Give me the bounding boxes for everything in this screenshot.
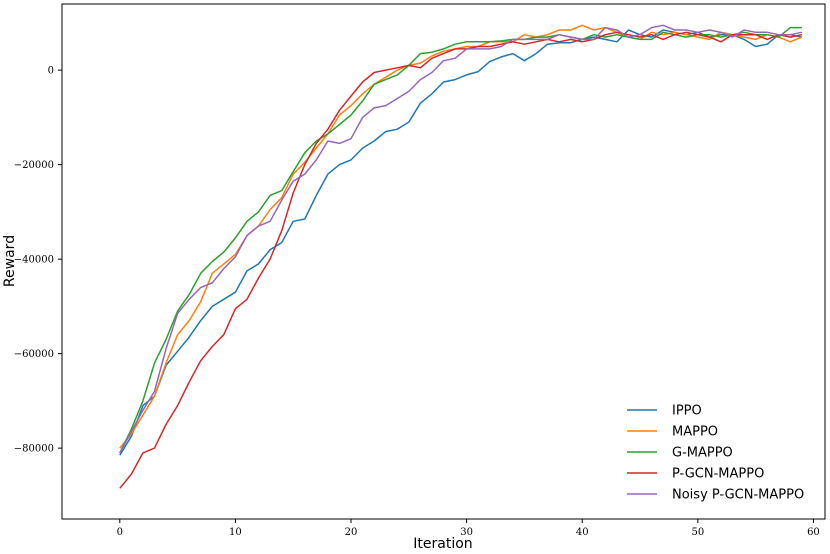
legend-label-g-mappo: G-MAPPO	[672, 446, 733, 461]
y-axis-ticks: −80000 −60000 −40000 −20000 0	[14, 66, 62, 455]
y-tick-label: −60000	[14, 349, 54, 360]
series-line-ippo	[119, 29, 803, 456]
y-tick-label: 0	[48, 66, 54, 77]
series-line-p-gcn-mappo	[119, 31, 803, 489]
x-axis-title: Iteration	[413, 536, 472, 552]
x-tick-label: 40	[576, 527, 589, 538]
legend-label-mappo: MAPPO	[672, 425, 718, 440]
x-tick-label: 10	[229, 527, 242, 538]
legend: IPPO MAPPO G-MAPPO P-GCN-MAPPO Noisy P-GCN-M…	[627, 404, 804, 503]
legend-label-noisy-p-gcn-mappo: Noisy P-GCN-MAPPO	[672, 488, 804, 503]
y-tick-label: −80000	[14, 444, 54, 455]
x-tick-label: 50	[691, 527, 704, 538]
y-tick-label: −40000	[14, 255, 54, 266]
x-axis-ticks: 0 10 20 30 40 50 60	[117, 519, 820, 538]
y-axis-title: Reward	[2, 235, 18, 287]
series-line-mappo	[119, 24, 803, 449]
x-tick-label: 30	[460, 527, 473, 538]
x-tick-label: 20	[345, 527, 358, 538]
x-tick-label: 0	[117, 527, 123, 538]
series-line-g-mappo	[119, 26, 802, 454]
series-lines	[119, 24, 803, 489]
y-tick-label: −20000	[14, 160, 54, 171]
x-tick-label: 60	[807, 527, 820, 538]
legend-label-p-gcn-mappo: P-GCN-MAPPO	[672, 467, 764, 482]
legend-label-ippo: IPPO	[672, 404, 702, 419]
series-line-noisy-p-gcn-mappo	[119, 24, 803, 454]
plot-frame	[61, 3, 826, 520]
